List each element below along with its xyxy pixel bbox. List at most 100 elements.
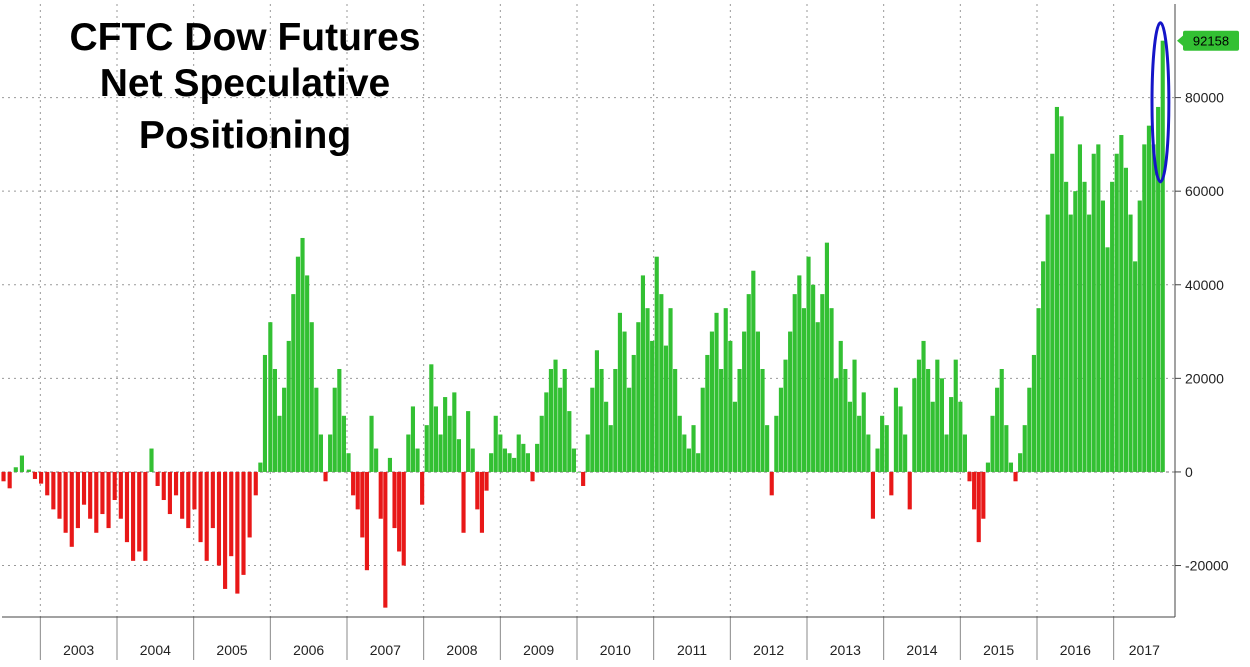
x-tick-label: 2011: [677, 642, 707, 658]
bar: [728, 340, 733, 472]
bar: [392, 471, 397, 529]
bar: [360, 471, 365, 538]
bar: [295, 256, 301, 472]
bar: [475, 471, 480, 510]
bar: [1114, 153, 1119, 472]
bar: [631, 354, 636, 472]
bar: [939, 378, 945, 472]
bar: [884, 425, 889, 472]
bar: [1008, 462, 1014, 472]
bar: [204, 471, 209, 561]
bar: [498, 434, 503, 472]
bar: [700, 387, 705, 472]
bar: [530, 471, 535, 482]
bar: [155, 471, 160, 486]
bar: [383, 471, 388, 608]
bar: [305, 275, 310, 472]
bar: [548, 368, 554, 472]
bar: [1110, 181, 1115, 472]
bar: [1146, 125, 1152, 472]
bar: [1160, 40, 1165, 472]
bar: [429, 364, 434, 472]
bar: [124, 471, 130, 543]
y-tick-label: 40000: [1185, 277, 1224, 293]
last-value-badge-box: [1183, 30, 1239, 51]
bar: [893, 387, 899, 472]
bar: [502, 448, 508, 472]
bar: [558, 387, 563, 472]
bar: [323, 471, 328, 482]
x-tick-label: 2003: [63, 642, 94, 658]
bar: [1119, 135, 1124, 472]
bar: [1105, 247, 1110, 472]
bar: [967, 471, 972, 482]
bar: [907, 471, 912, 510]
bar: [223, 471, 228, 589]
bar: [466, 411, 471, 472]
bar: [258, 462, 263, 472]
bar: [857, 415, 862, 472]
bar: [1068, 214, 1073, 472]
chart-title-line-1: CFTC Dow Futures: [70, 16, 421, 59]
y-tick-label: -20000: [1185, 558, 1229, 574]
bar: [1031, 354, 1037, 472]
bar: [456, 439, 462, 472]
bar: [912, 378, 917, 472]
bar: [291, 294, 296, 472]
bar: [834, 378, 839, 472]
bar: [995, 387, 1000, 472]
bar: [930, 401, 935, 472]
bar: [617, 312, 623, 472]
bar: [447, 415, 452, 472]
bar: [19, 455, 25, 472]
bar: [424, 425, 429, 472]
bar: [1151, 144, 1156, 472]
bar: [94, 471, 99, 533]
bar: [112, 471, 117, 501]
bar: [149, 448, 154, 472]
bar: [1156, 106, 1161, 472]
bar: [990, 415, 995, 472]
x-tick-label: 2004: [140, 642, 171, 658]
bar: [898, 406, 903, 472]
bar: [696, 453, 701, 472]
y-tick-label: 80000: [1185, 90, 1224, 106]
x-tick-label: 2007: [370, 642, 401, 658]
bar: [282, 387, 287, 472]
bar: [272, 368, 278, 472]
bar: [585, 434, 590, 472]
bar: [198, 471, 203, 543]
x-tick-label: 2013: [830, 642, 861, 658]
bar: [1041, 261, 1046, 472]
bar: [1077, 144, 1083, 472]
bar: [420, 471, 425, 505]
bar: [167, 471, 172, 515]
x-tick-label: 2009: [523, 642, 554, 658]
bar: [1027, 387, 1032, 472]
bar: [783, 359, 788, 472]
bar: [443, 397, 448, 472]
bar: [691, 425, 696, 472]
bar: [608, 425, 613, 472]
bar: [1018, 453, 1023, 472]
bar: [433, 406, 439, 472]
bar: [774, 415, 779, 472]
bar: [374, 448, 379, 472]
last-value-pointer: [1177, 34, 1184, 47]
bar: [944, 434, 949, 472]
bar: [1087, 214, 1092, 472]
highlight-ellipse: [1150, 21, 1171, 184]
bar: [7, 471, 12, 489]
bar: [645, 308, 650, 472]
bar: [484, 471, 489, 491]
bar: [824, 242, 830, 472]
bar: [341, 415, 347, 472]
bar: [650, 340, 655, 472]
bar: [192, 471, 197, 510]
chart-title-line-3: Positioning: [139, 114, 351, 157]
bar: [1054, 106, 1060, 472]
bar: [309, 322, 314, 472]
bar: [262, 354, 268, 472]
bar: [640, 275, 646, 472]
bar: [525, 453, 531, 472]
